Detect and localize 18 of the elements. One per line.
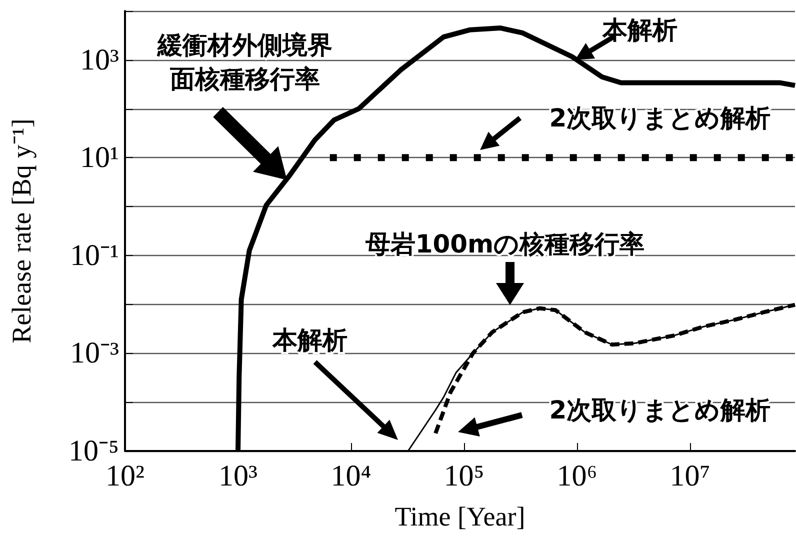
y-tick-label: 10⁻³ [70, 336, 119, 370]
annotation: 緩衝材外側境界面核種移行率 [156, 30, 332, 94]
y-axis-title: Release rate [Bq y⁻¹] [6, 118, 36, 344]
x-tick-label: 10⁵ [444, 460, 484, 492]
annotation: 本解析 [602, 16, 678, 44]
annotation: 2次取りまとめ解析 [549, 104, 771, 132]
y-tick-label: 10³ [80, 43, 119, 76]
annotation: 母岩100mの核種移行率 [364, 230, 645, 258]
x-tick-label: 10⁷ [670, 460, 710, 492]
x-tick-label: 10³ [218, 460, 258, 492]
y-tick-label: 10⁻¹ [70, 238, 119, 272]
x-tick-label: 10⁴ [330, 460, 372, 492]
x-tick-label: 10² [106, 460, 144, 492]
x-tick-label: 10⁶ [556, 460, 598, 492]
annotation: 本解析 [272, 326, 348, 354]
y-tick-label: 10¹ [80, 141, 119, 174]
x-axis-title: Time [Year] [394, 502, 526, 532]
annotation: 2次取りまとめ解析 [549, 396, 771, 424]
